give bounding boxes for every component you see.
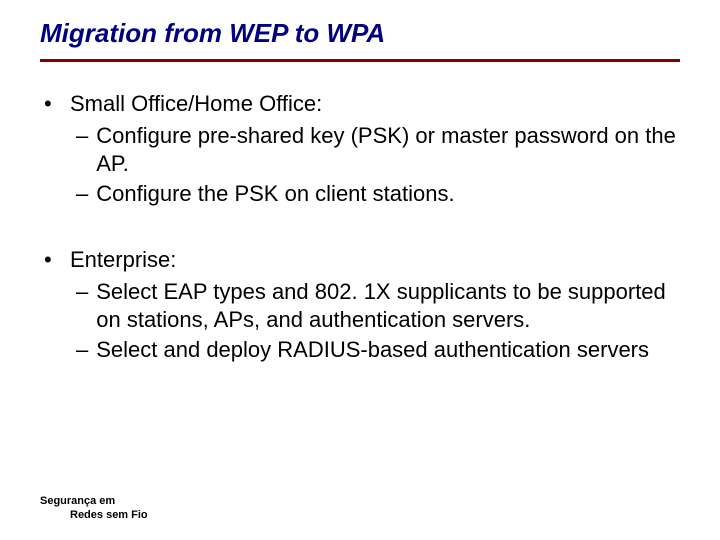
bullet-item: • Small Office/Home Office: — [44, 90, 680, 118]
sub-marker: – — [76, 180, 88, 208]
bullet-label: Enterprise: — [70, 246, 176, 274]
footer-line-2: Redes sem Fio — [40, 508, 148, 522]
sub-item: – Configure pre-shared key (PSK) or mast… — [44, 122, 680, 178]
sub-text: Select EAP types and 802. 1X supplicants… — [96, 278, 680, 334]
slide-title: Migration from WEP to WPA — [40, 18, 680, 59]
footer-line-1: Segurança em — [40, 494, 148, 508]
sub-text: Configure the PSK on client stations. — [96, 180, 454, 208]
bullet-label: Small Office/Home Office: — [70, 90, 322, 118]
sub-marker: – — [76, 278, 88, 306]
sub-item: – Select EAP types and 802. 1X supplican… — [44, 278, 680, 334]
sub-text: Select and deploy RADIUS-based authentic… — [96, 336, 649, 364]
sub-text: Configure pre-shared key (PSK) or master… — [96, 122, 680, 178]
footer: Segurança em Redes sem Fio — [40, 494, 148, 522]
bullet-item: • Enterprise: — [44, 246, 680, 274]
bullet-marker: • — [44, 246, 58, 274]
sub-item: – Configure the PSK on client stations. — [44, 180, 680, 208]
sub-marker: – — [76, 122, 88, 150]
sub-item: – Select and deploy RADIUS-based authent… — [44, 336, 680, 364]
bullet-marker: • — [44, 90, 58, 118]
sub-marker: – — [76, 336, 88, 364]
title-rule — [40, 59, 680, 62]
slide-content: • Small Office/Home Office: – Configure … — [40, 90, 680, 364]
